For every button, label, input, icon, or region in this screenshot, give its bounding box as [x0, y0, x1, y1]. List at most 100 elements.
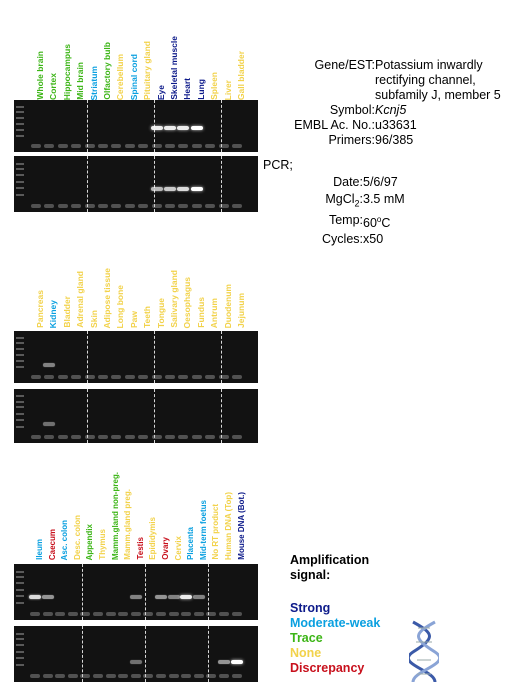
primer-band — [84, 435, 95, 439]
ladder-mark — [16, 194, 24, 196]
panel2-lane-labels: Pancreas Kidney Bladder Adrenal gland Skin Ad… — [14, 228, 258, 328]
ladder-mark — [16, 602, 24, 604]
primer-band — [98, 375, 108, 379]
panel1-gel-bottom — [14, 156, 258, 212]
primer-band — [193, 674, 204, 678]
primer-band — [44, 435, 55, 439]
primer-band — [84, 144, 95, 148]
lane-label: Ileum — [35, 539, 44, 560]
primer-band — [151, 204, 162, 208]
ladder-mark — [16, 589, 24, 591]
embl-value: u33631 — [375, 118, 417, 132]
primer-band — [168, 674, 179, 678]
primers-key: Primers: — [328, 133, 375, 147]
symbol-key: Symbol: — [329, 103, 375, 117]
lane-divider — [87, 389, 88, 443]
cycles-key: Cycles: — [322, 232, 363, 247]
lane-label: Duodenum — [222, 283, 233, 328]
temp-key: Temp: — [328, 212, 363, 227]
lane-divider — [221, 156, 222, 212]
gene-name-line3: subfamily J, member 5 — [375, 88, 501, 102]
lane-divider — [208, 626, 209, 682]
ladder-mark — [16, 106, 24, 108]
primer-band — [57, 375, 68, 379]
primer-band — [156, 674, 166, 678]
legend-strong: Strong — [290, 601, 331, 615]
primer-band — [57, 144, 68, 148]
lane-divider — [221, 331, 222, 383]
primer-band — [165, 204, 175, 208]
lane-divider — [87, 156, 88, 212]
legend-title-line1: Amplification — [290, 553, 370, 567]
lane-label: Asc. colon — [60, 519, 70, 560]
primer-band — [165, 435, 175, 439]
lane-label: Pituitary gland — [142, 40, 153, 100]
ladder-mark — [16, 168, 24, 170]
primer-band — [218, 435, 229, 439]
primer-band — [80, 674, 91, 678]
lane-label: Tongue — [155, 297, 166, 328]
pcr-band — [129, 660, 142, 664]
lane-label: Jejunum — [236, 293, 246, 328]
ladder-mark — [16, 123, 24, 125]
lane-divider — [221, 389, 222, 443]
legend-none: None — [290, 646, 322, 660]
ladder-mark — [16, 135, 24, 137]
primer-band — [151, 435, 162, 439]
ladder-mark — [16, 657, 24, 659]
pcr-band — [43, 422, 56, 426]
ladder-mark — [16, 644, 24, 646]
pcr-band — [43, 363, 56, 367]
primer-band — [231, 674, 242, 678]
pcr-conditions: Date: 5/6/97 MgCl2: 3.5 mM Temp: 60oC Cy… — [263, 174, 525, 248]
pcr-band — [230, 660, 243, 664]
mgcl-value: 3.5 mM — [363, 191, 405, 206]
primer-band — [31, 204, 41, 208]
primer-band — [30, 674, 40, 678]
panel2-gel-top — [14, 331, 258, 383]
date-value: 5/6/97 — [363, 175, 398, 189]
ladder-mark — [16, 360, 24, 362]
lane-divider — [82, 564, 83, 620]
primer-band — [138, 435, 149, 439]
lane-label: Paw — [128, 310, 139, 328]
lane-divider — [154, 156, 155, 212]
ladder-mark — [16, 111, 24, 113]
ladder-mark — [16, 406, 24, 408]
lane-label: Fundus — [195, 297, 206, 328]
lane-label: Teeth — [142, 305, 153, 328]
ladder-mark — [16, 348, 24, 350]
lane-label: Liver — [222, 79, 233, 100]
lane-label: Ovary — [161, 537, 170, 560]
lane-divider — [87, 331, 88, 383]
lane-label: Mamm.gland preg. — [123, 489, 133, 560]
lane-label: Long bone — [115, 284, 126, 328]
primer-band — [111, 204, 122, 208]
primer-band — [30, 612, 40, 616]
ladder-mark — [16, 582, 24, 584]
primer-band — [206, 674, 217, 678]
lane-label: Appendix — [85, 523, 95, 560]
mgcl-key: MgCl2: — [325, 191, 363, 209]
pcr-band — [180, 595, 193, 599]
lane-divider — [145, 626, 146, 682]
panel2-gel-bottom — [14, 389, 258, 443]
lane-label: Salivary gland — [169, 270, 179, 328]
ladder-mark — [16, 354, 24, 356]
cycles-value: x50 — [363, 232, 384, 247]
pcr-band — [167, 595, 180, 599]
primer-band — [31, 144, 41, 148]
primer-band — [105, 674, 116, 678]
ladder-mark — [16, 633, 24, 635]
primer-band — [71, 204, 82, 208]
lane-label: Mouse DNA (Bot.) — [236, 492, 246, 560]
primer-band — [71, 375, 82, 379]
panel1-lane-labels: Whole brain Cortex Hippocampus Mid brain Str… — [14, 0, 258, 100]
primer-band — [191, 375, 202, 379]
lane-label: Human DNA (Top) — [224, 492, 233, 560]
lane-label: Gall bladder — [236, 50, 246, 100]
lane-label: Mid brain — [75, 62, 86, 100]
primer-band — [93, 674, 103, 678]
legend-discrepancy: Discrepancy — [290, 661, 365, 675]
pcr-band — [177, 126, 190, 130]
